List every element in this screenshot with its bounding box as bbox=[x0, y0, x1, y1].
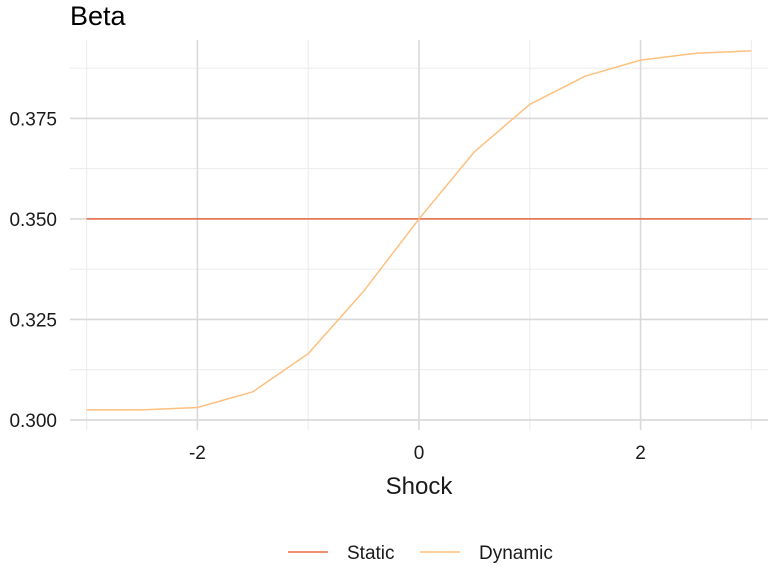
y-tick-label: 0.350 bbox=[9, 210, 57, 231]
legend-item-static: Static bbox=[288, 543, 395, 564]
legend-item-dynamic: Dynamic bbox=[420, 543, 553, 564]
series-line-dynamic bbox=[86, 50, 752, 411]
chart-title: Beta bbox=[70, 1, 127, 31]
x-tick-label: 0 bbox=[414, 443, 425, 464]
legend-label: Static bbox=[347, 543, 395, 564]
series-layer bbox=[86, 50, 752, 411]
x-axis-title: Shock bbox=[386, 473, 454, 500]
y-tick-label: 0.375 bbox=[9, 109, 57, 130]
x-axis-tick-labels: -2 0 2 bbox=[189, 443, 646, 464]
x-tick-label: 2 bbox=[635, 443, 646, 464]
x-tick-label: -2 bbox=[189, 443, 206, 464]
y-tick-label: 0.325 bbox=[9, 310, 57, 331]
legend: Static Dynamic bbox=[288, 543, 553, 564]
y-axis-tick-labels: 0.300 0.325 0.350 0.375 bbox=[9, 109, 57, 432]
y-tick-label: 0.300 bbox=[9, 411, 57, 432]
legend-label: Dynamic bbox=[479, 543, 553, 564]
